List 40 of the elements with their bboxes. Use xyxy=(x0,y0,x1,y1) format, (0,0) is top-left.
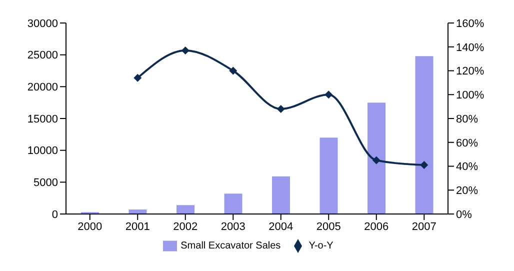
y-tick-label: 30000 xyxy=(27,18,58,30)
bar xyxy=(320,138,338,214)
bar xyxy=(368,102,386,214)
y-tick-label: 0 xyxy=(52,208,58,221)
y2-tick-label: 120% xyxy=(456,66,484,78)
x-tick-label: 2003 xyxy=(220,220,246,233)
point xyxy=(134,74,142,82)
point xyxy=(181,46,190,54)
y-tick-label: 15000 xyxy=(27,113,58,126)
point xyxy=(229,66,238,75)
point xyxy=(324,90,333,99)
y2-tick-label: 160% xyxy=(456,18,484,30)
x-tick-label: 2006 xyxy=(364,220,389,233)
x-tick-label: 2007 xyxy=(412,220,436,233)
x-tick-label: 2001 xyxy=(125,220,150,233)
x-tick-label: 2004 xyxy=(268,220,294,233)
bar xyxy=(272,176,290,214)
bar xyxy=(176,205,194,214)
y-tick-label: 20000 xyxy=(27,82,58,94)
x-tick-label: 2002 xyxy=(173,220,198,233)
y2-tick-label: 20% xyxy=(456,185,478,198)
legend-label: Y-o-Y xyxy=(308,240,334,252)
x-tick-label: 2000 xyxy=(78,220,102,233)
y-tick-label: 5000 xyxy=(34,177,58,190)
x-tick-label: 2005 xyxy=(316,220,341,233)
y2-tick-label: 60% xyxy=(456,137,478,150)
point xyxy=(276,104,285,113)
y2-tick-label: 0% xyxy=(456,208,472,221)
y2-tick-label: 80% xyxy=(456,113,478,126)
y2-tick-label: 100% xyxy=(456,90,484,102)
y2-tick-label: 40% xyxy=(456,161,478,174)
point xyxy=(372,156,380,164)
point xyxy=(420,161,428,170)
bar xyxy=(128,210,147,214)
y-tick-label: 25000 xyxy=(27,50,58,62)
y2-tick-label: 140% xyxy=(456,42,484,54)
bar xyxy=(415,56,434,214)
legend-label: Small Excavator Sales xyxy=(180,240,281,252)
bar xyxy=(224,194,242,214)
y-tick-label: 10000 xyxy=(27,145,58,158)
